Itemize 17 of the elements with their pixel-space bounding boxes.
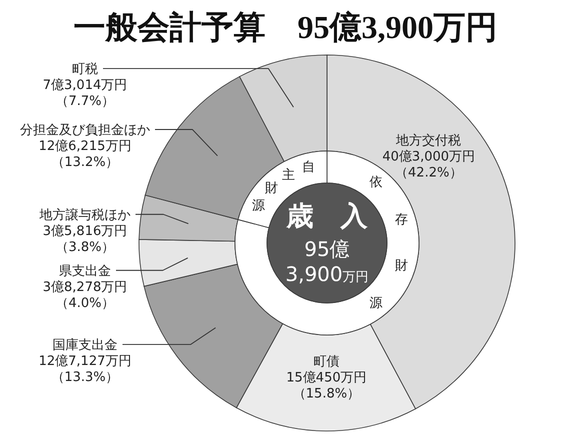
data-label: 15億450万円（15.8%） <box>286 370 367 402</box>
slice-label: 国庫支出金 <box>52 336 118 353</box>
text: 95億 <box>304 237 350 261</box>
data-label: 40億3,000万円（42.2%） <box>382 149 476 180</box>
data-label: 3億8,278万円（4.0%） <box>42 280 128 311</box>
slice-label: 地方交付税 <box>395 132 462 148</box>
text: 3,900万円 <box>285 262 369 286</box>
slice-label: 町債 <box>313 354 340 370</box>
slice-label: 町税 <box>72 62 98 78</box>
slice-label: 県支出金 <box>59 264 111 279</box>
data-label: 12億6,215万円（13.2%） <box>38 139 132 170</box>
data-label: 7億3,014万円（7.7%） <box>42 78 128 110</box>
slice-label: 地方譲与税ほか <box>38 206 130 223</box>
chart-title: 一般会計予算 95億3,900万円 <box>74 9 498 45</box>
data-label: 12億7,127万円（13.3%） <box>38 354 132 385</box>
slice-label: 分担金及び負担金ほか <box>20 123 150 138</box>
data-label: 3億5,816万円（3.8%） <box>42 224 128 255</box>
